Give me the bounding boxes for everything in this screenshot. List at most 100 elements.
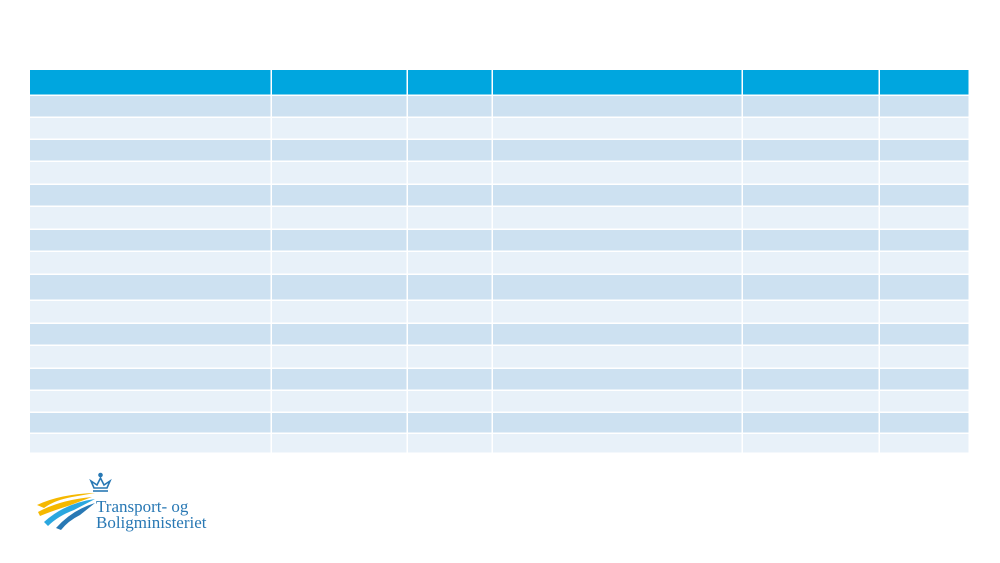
table-cell xyxy=(493,346,742,368)
table-cell xyxy=(743,162,879,184)
table-cell xyxy=(272,324,407,345)
table-cell xyxy=(408,301,492,323)
table-cell xyxy=(880,140,969,161)
table-cell xyxy=(30,413,271,433)
table-cell xyxy=(493,369,742,390)
table-cell xyxy=(272,96,407,117)
table-cell xyxy=(272,185,407,206)
logo-swoosh-yellow xyxy=(38,497,92,516)
table-cell xyxy=(30,96,271,117)
table-cell xyxy=(408,275,492,300)
table-cell xyxy=(880,434,969,453)
table-cell xyxy=(493,162,742,184)
logo-line: Transport- og xyxy=(96,497,189,516)
table-cell xyxy=(408,413,492,433)
table-cell xyxy=(30,275,271,300)
table-cell xyxy=(880,275,969,300)
header-cell xyxy=(272,70,407,95)
table-cell xyxy=(408,140,492,161)
table-cell xyxy=(743,413,879,433)
table-cell xyxy=(880,346,969,368)
table-cell xyxy=(272,118,407,139)
table-cell xyxy=(408,118,492,139)
table-cell xyxy=(493,434,742,453)
table-cell xyxy=(743,391,879,412)
table-cell xyxy=(408,185,492,206)
table-cell xyxy=(743,301,879,323)
table-cell xyxy=(408,252,492,274)
table xyxy=(30,70,969,453)
table-cell xyxy=(880,96,969,117)
table-cell xyxy=(880,324,969,345)
table-cell xyxy=(30,324,271,345)
table-cell xyxy=(408,207,492,229)
table-cell xyxy=(30,434,271,453)
table-cell xyxy=(880,230,969,251)
table-cell xyxy=(493,391,742,412)
table-cell xyxy=(272,230,407,251)
table-cell xyxy=(408,391,492,412)
table-cell xyxy=(493,252,742,274)
table-cell xyxy=(743,118,879,139)
table-cell xyxy=(30,346,271,368)
table-cell xyxy=(408,96,492,117)
table-cell xyxy=(880,185,969,206)
table-cell xyxy=(743,230,879,251)
table-cell xyxy=(272,413,407,433)
table-cell xyxy=(408,346,492,368)
table-cell xyxy=(272,301,407,323)
table-cell xyxy=(30,369,271,390)
table-cell xyxy=(743,275,879,300)
table-cell xyxy=(493,96,742,117)
table-cell xyxy=(272,346,407,368)
table-cell xyxy=(743,140,879,161)
header-cell xyxy=(408,70,492,95)
table-cell xyxy=(493,275,742,300)
header-cell xyxy=(493,70,742,95)
table-cell xyxy=(30,207,271,229)
table-cell xyxy=(743,369,879,390)
table-cell xyxy=(880,301,969,323)
table-cell xyxy=(880,162,969,184)
header-cell xyxy=(743,70,879,95)
table-cell xyxy=(493,324,742,345)
table-cell xyxy=(743,96,879,117)
table-cell xyxy=(743,324,879,345)
table-cell xyxy=(272,207,407,229)
table-cell xyxy=(30,118,271,139)
table-cell xyxy=(743,207,879,229)
table-cell xyxy=(880,369,969,390)
table-cell xyxy=(30,252,271,274)
logo-swoosh-blue xyxy=(56,503,95,530)
table-cell xyxy=(743,185,879,206)
table-cell xyxy=(272,275,407,300)
table-cell xyxy=(30,391,271,412)
table-cell xyxy=(880,413,969,433)
table-cell xyxy=(408,434,492,453)
table-cell xyxy=(30,185,271,206)
table-cell xyxy=(272,369,407,390)
logo-swoosh-blue xyxy=(44,499,95,526)
table-cell xyxy=(30,301,271,323)
table-cell xyxy=(272,162,407,184)
table-cell xyxy=(880,118,969,139)
table-cell xyxy=(880,252,969,274)
table-cell xyxy=(880,207,969,229)
table-cell xyxy=(272,140,407,161)
table-cell xyxy=(272,252,407,274)
table-cell xyxy=(493,118,742,139)
table-cell xyxy=(272,434,407,453)
table-cell xyxy=(493,185,742,206)
header-cell xyxy=(30,70,271,95)
table-cell xyxy=(743,434,879,453)
table-cell xyxy=(408,162,492,184)
table-cell xyxy=(272,391,407,412)
table-cell xyxy=(880,391,969,412)
logo-line: Boligministeriet xyxy=(96,513,207,532)
table-cell xyxy=(408,324,492,345)
table-cell xyxy=(743,346,879,368)
table-cell xyxy=(743,252,879,274)
table-cell xyxy=(493,230,742,251)
table-cell xyxy=(493,301,742,323)
